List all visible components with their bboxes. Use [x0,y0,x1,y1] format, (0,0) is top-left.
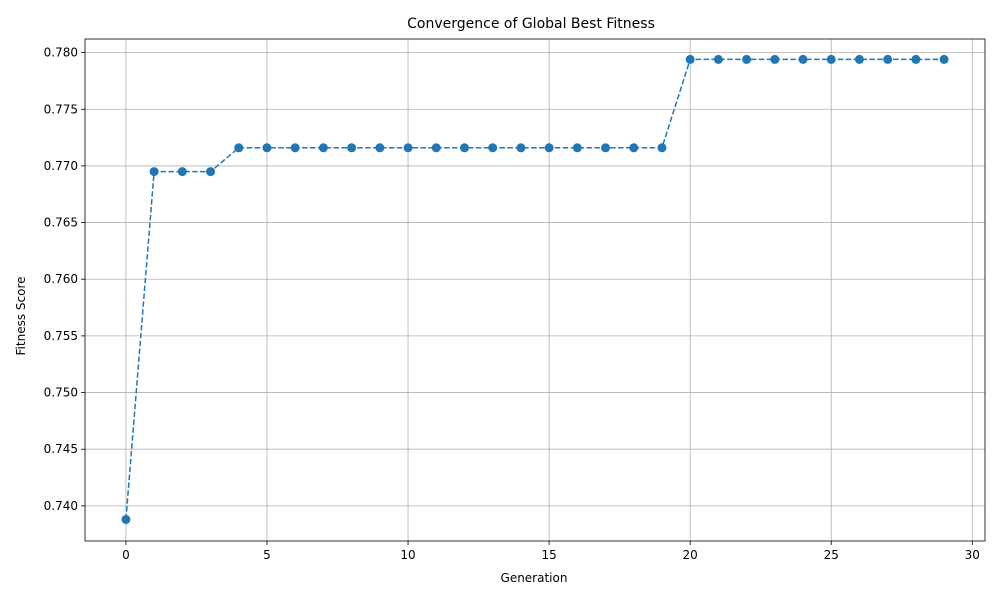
data-point [318,143,328,153]
data-point [403,143,413,153]
x-axis-label: Generation [501,571,568,585]
data-point [544,143,554,153]
data-point [883,54,893,64]
data-point [488,143,498,153]
y-tick-label: 0.770 [44,159,78,173]
data-point [629,143,639,153]
data-point [911,54,921,64]
x-axis: 0 5 10 15 20 25 30 [122,541,980,562]
y-tick-label: 0.755 [44,329,78,343]
data-point [516,143,526,153]
data-point [657,143,667,153]
plot-area-frame [84,38,986,542]
y-tick-label: 0.740 [44,499,78,513]
data-point [149,167,159,177]
x-tick-label: 0 [122,548,130,562]
data-point [177,167,187,177]
y-tick-label: 0.745 [44,442,78,456]
x-tick-label: 20 [683,548,698,562]
y-tick-label: 0.775 [44,102,78,116]
data-point [572,143,582,153]
data-point [347,143,357,153]
chart-title: Convergence of Global Best Fitness [407,16,655,32]
y-tick-label: 0.780 [44,46,78,60]
y-axis-label: Fitness Score [14,277,28,356]
y-tick-label: 0.750 [44,386,78,400]
data-point [121,514,131,524]
data-point [854,54,864,64]
y-tick-label: 0.760 [44,272,78,286]
x-tick-label: 25 [824,548,839,562]
series-points-group [121,54,949,524]
grid [85,39,985,541]
series-line [125,58,945,520]
data-point [290,143,300,153]
data-point [742,54,752,64]
data-point [459,143,469,153]
y-axis: 0.740 0.745 0.750 0.755 0.760 0.765 0.770 0.775… [44,46,85,513]
data-point [770,54,780,64]
x-tick-label: 10 [400,548,415,562]
data-point [826,54,836,64]
data-point [601,143,611,153]
data-point [798,54,808,64]
data-point [685,54,695,64]
data-point [206,167,216,177]
data-point [939,54,949,64]
data-point [234,143,244,153]
data-point [431,143,441,153]
series-line-group [125,58,945,520]
y-tick-label: 0.765 [44,216,78,230]
data-point [262,143,272,153]
data-point [375,143,385,153]
x-tick-label: 15 [541,548,556,562]
x-tick-label: 5 [263,548,271,562]
data-point [713,54,723,64]
x-tick-label: 30 [965,548,980,562]
